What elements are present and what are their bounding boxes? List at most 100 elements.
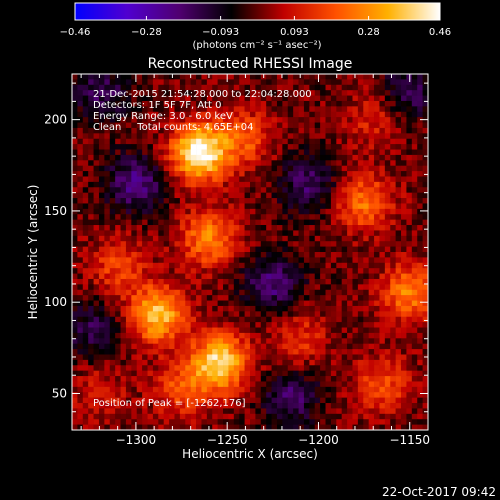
heatmap-image [72, 74, 429, 431]
heatmap-cell [260, 278, 267, 285]
heatmap-cell [401, 117, 407, 123]
heatmap-cell [406, 122, 413, 129]
heatmap-cell [363, 332, 369, 339]
heatmap-cell [282, 187, 289, 193]
heatmap-cell [109, 214, 116, 220]
heatmap-cell [390, 106, 396, 113]
heatmap-cell [282, 262, 289, 269]
heatmap-cell [190, 284, 197, 291]
heatmap-cell [298, 192, 305, 199]
heatmap-cell [152, 403, 159, 409]
heatmap-cell [244, 117, 251, 123]
heatmap-cell [357, 397, 364, 404]
heatmap-cell [303, 198, 310, 204]
heatmap-cell [77, 225, 84, 231]
heatmap-cell [190, 397, 197, 404]
heatmap-cell [271, 138, 278, 145]
heatmap-cell [131, 322, 138, 328]
heatmap-cell [131, 316, 138, 323]
heatmap-cell [239, 84, 245, 91]
heatmap-cell [152, 257, 159, 264]
heatmap-cell [330, 365, 337, 371]
heatmap-cell [352, 122, 359, 129]
heatmap-cell [206, 338, 213, 344]
heatmap-cell [104, 295, 111, 301]
heatmap-cell [276, 74, 283, 80]
heatmap-cell [93, 219, 100, 226]
heatmap-cell [309, 370, 316, 377]
heatmap-cell [217, 176, 224, 183]
heatmap-cell [233, 316, 240, 323]
heatmap-cell [77, 187, 84, 193]
heatmap-cell [293, 295, 299, 301]
heatmap-cell [77, 122, 84, 129]
heatmap-cell [109, 165, 116, 172]
heatmap-cell [88, 176, 94, 183]
heatmap-cell [357, 370, 364, 377]
heatmap-cell [120, 327, 127, 334]
heatmap-cell [276, 203, 283, 210]
heatmap-cell [115, 354, 121, 361]
heatmap-cell [293, 252, 299, 258]
heatmap-cell [169, 111, 175, 118]
heatmap-cell [250, 332, 256, 339]
heatmap-cell [179, 214, 186, 220]
heatmap-cell [196, 203, 202, 210]
heatmap-cell [190, 90, 197, 96]
heatmap-cell [298, 149, 305, 156]
heatmap-cell [271, 268, 278, 274]
heatmap-cell [201, 354, 208, 361]
heatmap-cell [260, 117, 267, 123]
heatmap-cell [379, 230, 386, 237]
heatmap-cell [363, 386, 369, 393]
heatmap-cell [336, 144, 342, 150]
heatmap-cell [239, 365, 245, 371]
heatmap-cell [82, 257, 89, 264]
heatmap-cell [244, 419, 251, 425]
heatmap-cell [347, 181, 353, 188]
heatmap-cell [298, 300, 305, 307]
heatmap-cell [109, 419, 116, 425]
heatmap-cell [271, 365, 278, 371]
heatmap-cell [131, 208, 138, 215]
heatmap-cell [201, 343, 208, 350]
heatmap-cell [266, 198, 272, 204]
heatmap-cell [88, 84, 94, 91]
heatmap-cell [228, 171, 235, 177]
heatmap-cell [174, 122, 181, 129]
heatmap-cell [88, 79, 94, 86]
heatmap-cell [147, 230, 154, 237]
heatmap-cell [98, 376, 105, 382]
heatmap-cell [260, 284, 267, 291]
heatmap-cell [196, 311, 202, 318]
heatmap-cell [206, 408, 213, 415]
heatmap-cell [293, 198, 299, 204]
heatmap-cell [104, 79, 111, 86]
heatmap-cell [287, 79, 294, 86]
heatmap-cell [174, 408, 181, 415]
heatmap-cell [341, 192, 348, 199]
heatmap-cell [179, 235, 186, 242]
heatmap-cell [330, 160, 337, 166]
heatmap-cell [174, 106, 181, 113]
heatmap-cell [352, 316, 359, 323]
heatmap-cell [255, 316, 262, 323]
heatmap-cell [223, 338, 229, 344]
heatmap-cell [233, 165, 240, 172]
heatmap-cell [104, 117, 111, 123]
heatmap-cell [320, 160, 326, 166]
heatmap-cell [260, 90, 267, 96]
heatmap-cell [352, 149, 359, 156]
heatmap-cell [136, 187, 143, 193]
heatmap-cell [88, 386, 94, 393]
heatmap-cell [163, 332, 170, 339]
heatmap-cell [368, 187, 375, 193]
heatmap-cell [169, 176, 175, 183]
heatmap-cell [212, 413, 218, 420]
heatmap-cell [206, 111, 213, 118]
heatmap-cell [131, 106, 138, 113]
heatmap-cell [347, 295, 353, 301]
heatmap-cell [314, 187, 321, 193]
heatmap-cell [379, 246, 386, 253]
heatmap-cell [93, 171, 100, 177]
